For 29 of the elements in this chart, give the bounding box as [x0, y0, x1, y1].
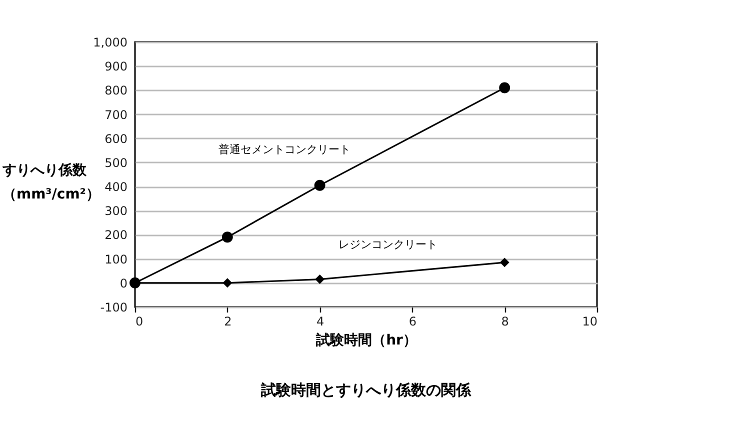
y-tick-label: 100 [104, 252, 128, 266]
y-axis-title: すりへり係数（mm³/cm²） [2, 162, 100, 202]
point [222, 278, 232, 288]
series-label: レジンコンクリート [338, 238, 438, 251]
y-tick-label: 600 [104, 132, 128, 146]
y-tick-label: 500 [104, 156, 128, 170]
series-label: 普通セメントコンクリート [218, 143, 351, 156]
text: 試験時間とすりへり係数の関係 [260, 381, 472, 399]
point [500, 258, 510, 268]
y-tick-label: 200 [104, 228, 128, 242]
x-axis-title: 試験時間（hr） [315, 332, 417, 348]
x-tick-label: 8 [501, 314, 509, 328]
y-tick-label: 700 [104, 108, 128, 122]
point [222, 232, 233, 243]
x-tick-label: 6 [408, 314, 417, 328]
y-tick-label: 400 [104, 180, 128, 194]
point [314, 180, 326, 191]
y-tick-label: 300 [104, 204, 128, 218]
point [315, 274, 325, 284]
x-tick-label: 2 [224, 314, 232, 328]
x-tick-label: 10 [582, 314, 598, 328]
y-tick-label: 0 [120, 276, 128, 290]
x-tick-label: 0 [136, 314, 144, 328]
point [499, 82, 510, 94]
y-tick-label: 900 [104, 60, 128, 74]
x-tick-label: 4 [316, 314, 324, 328]
y-tick-label: 800 [104, 84, 128, 98]
y-tick-label: -100 [100, 300, 128, 314]
y-tick-label: 1,000 [93, 36, 128, 50]
